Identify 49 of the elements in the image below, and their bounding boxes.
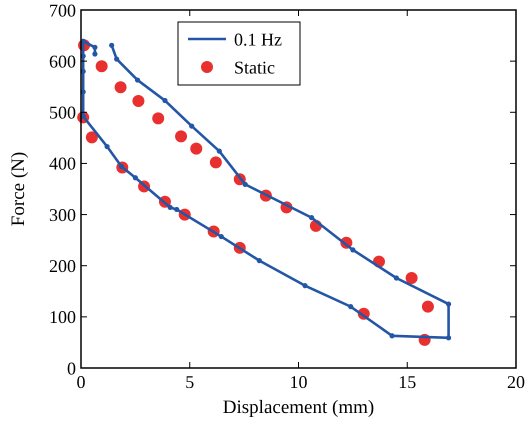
y-axis-title: Force (N) bbox=[8, 152, 29, 226]
point bbox=[348, 304, 354, 310]
x-tick-label: 20 bbox=[507, 372, 525, 392]
point bbox=[86, 131, 98, 144]
point bbox=[109, 42, 114, 48]
point bbox=[174, 206, 180, 212]
point bbox=[218, 234, 224, 240]
point bbox=[389, 333, 395, 338]
point bbox=[96, 60, 108, 72]
point bbox=[210, 156, 222, 168]
point bbox=[189, 123, 194, 129]
legend-label: 0.1 Hz bbox=[234, 29, 282, 50]
point bbox=[134, 77, 140, 83]
x-axis-title: Displacement (mm) bbox=[222, 397, 374, 418]
y-tick-label: 200 bbox=[49, 256, 76, 276]
point bbox=[406, 272, 418, 284]
point bbox=[256, 258, 262, 264]
y-tick-label: 700 bbox=[49, 0, 76, 20]
point bbox=[308, 215, 314, 220]
point bbox=[446, 335, 452, 340]
point bbox=[92, 51, 98, 57]
point bbox=[422, 300, 434, 313]
point bbox=[104, 144, 110, 150]
x-tick-label: 15 bbox=[398, 372, 416, 392]
point bbox=[350, 247, 356, 252]
point bbox=[132, 175, 138, 180]
point bbox=[242, 182, 248, 187]
y-tick-label: 600 bbox=[49, 51, 76, 72]
y-tick-label: 500 bbox=[49, 102, 76, 123]
y-tick-label: 0 bbox=[67, 358, 76, 378]
point bbox=[132, 95, 144, 108]
point bbox=[168, 204, 173, 210]
point bbox=[190, 142, 202, 155]
point bbox=[175, 130, 188, 142]
point bbox=[152, 112, 164, 124]
y-tick-label: 100 bbox=[49, 307, 76, 328]
legend-label: Static bbox=[234, 57, 276, 78]
point bbox=[92, 44, 98, 50]
y-tick-label: 400 bbox=[49, 154, 76, 174]
point bbox=[446, 301, 452, 307]
point bbox=[302, 283, 308, 288]
y-tick-label: 300 bbox=[49, 204, 76, 225]
point bbox=[162, 98, 168, 104]
point bbox=[394, 275, 399, 281]
point bbox=[114, 81, 127, 94]
x-tick-label: 5 bbox=[185, 372, 194, 392]
point bbox=[216, 148, 222, 154]
x-tick-label: 10 bbox=[290, 372, 308, 392]
point bbox=[114, 56, 120, 62]
